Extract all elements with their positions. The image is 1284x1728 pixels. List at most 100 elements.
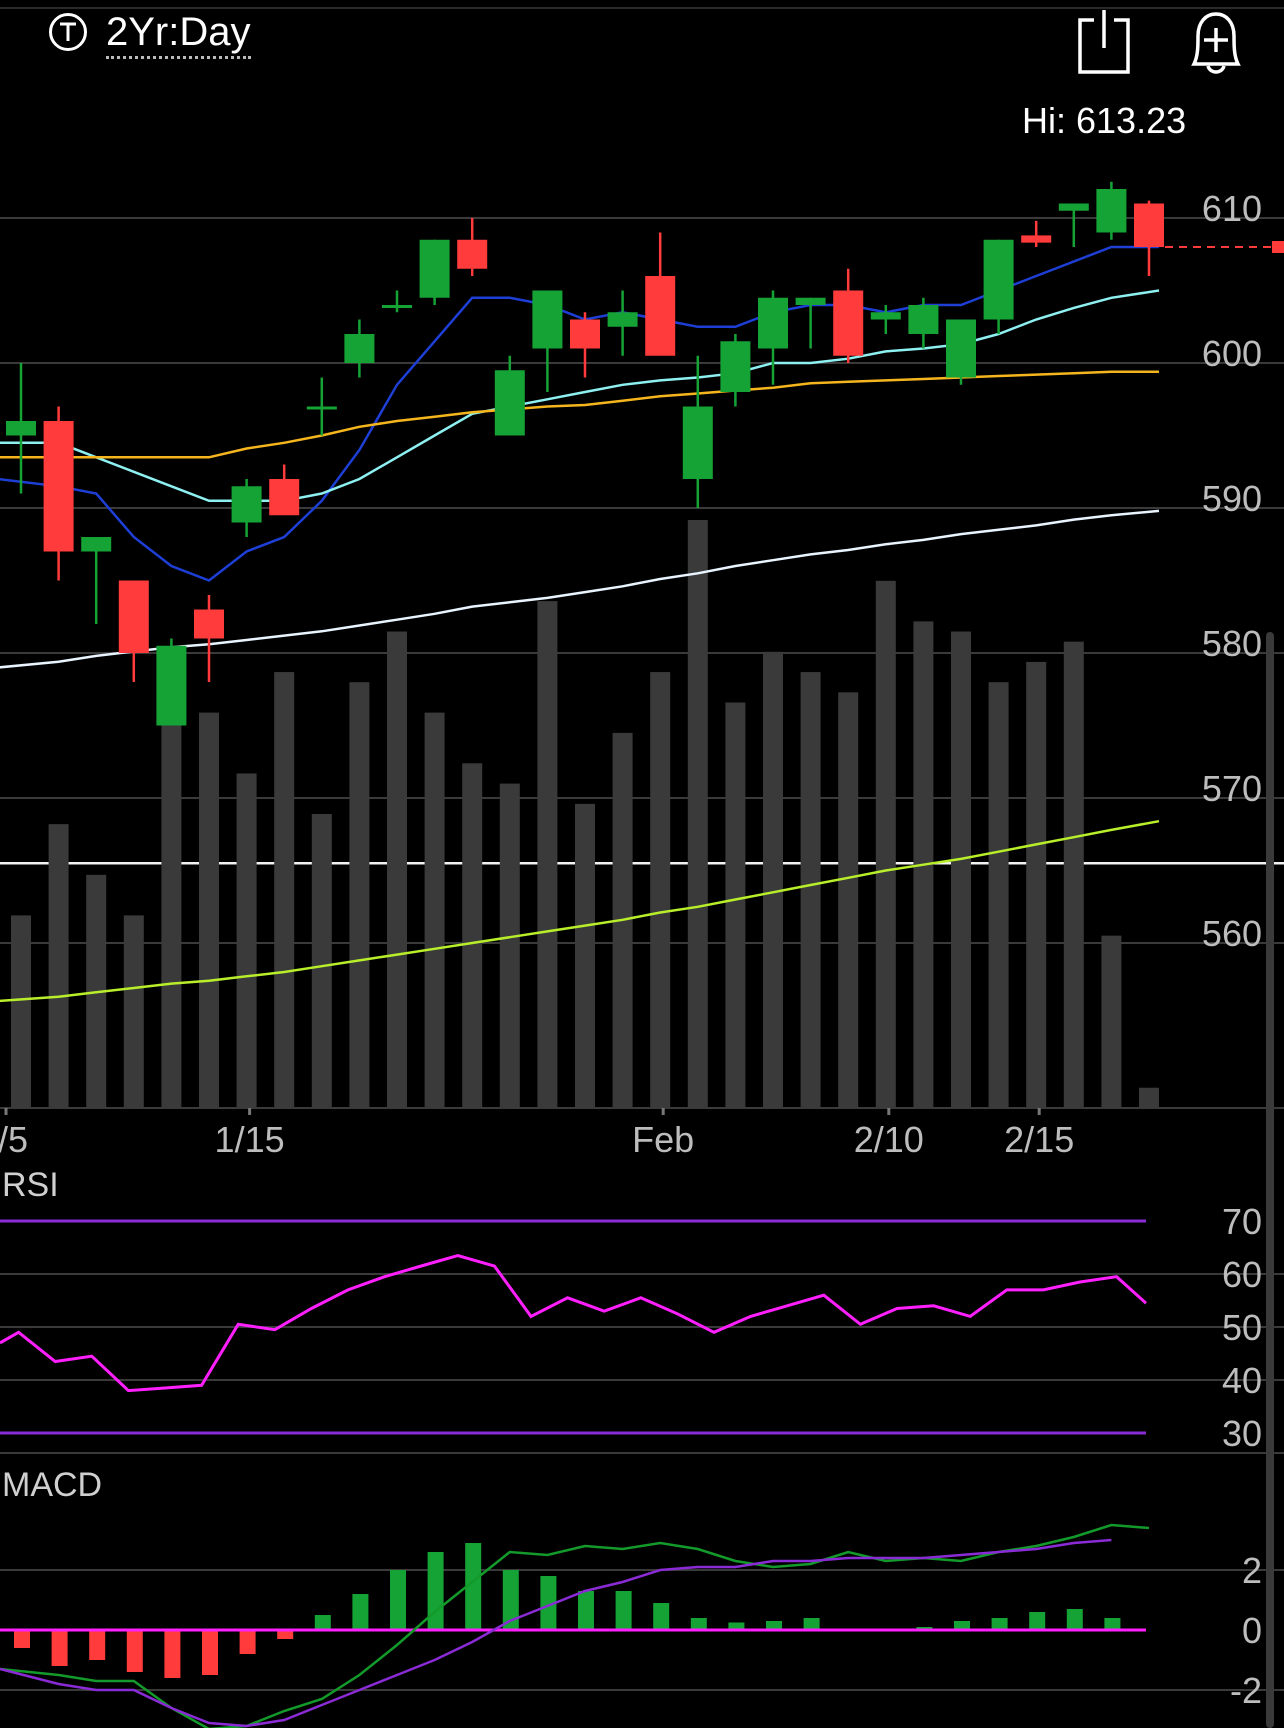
volume-bar — [537, 601, 558, 1108]
date-tick-label: 1/15 — [215, 1119, 285, 1160]
candle-body — [1021, 235, 1052, 243]
candle-body — [382, 305, 412, 308]
price-tick-label: 580 — [1202, 623, 1262, 664]
candle-body — [758, 297, 788, 349]
bell-plus-icon[interactable] — [1180, 6, 1252, 76]
candle-body — [532, 290, 563, 349]
candle-body — [645, 276, 676, 356]
volume-bar — [274, 672, 295, 1108]
candle-body — [6, 421, 36, 436]
candle-body — [494, 370, 525, 436]
date-tick-label: Feb — [632, 1119, 694, 1160]
candle-body — [607, 312, 638, 327]
volume-bar — [311, 814, 332, 1108]
macd-histogram-bar — [1066, 1609, 1083, 1630]
rsi-tick-label: 30 — [1222, 1413, 1262, 1454]
macd-tick-label: 0 — [1242, 1610, 1262, 1651]
volume-bar — [1101, 935, 1122, 1108]
price-tick-label: 610 — [1202, 188, 1262, 229]
macd-histogram-bar — [991, 1618, 1008, 1630]
volume-bar — [349, 682, 370, 1108]
rsi-panel: RSI 70 60 50 40 30 — [0, 1166, 1284, 1454]
macd-panel: MACD 2 0 -2 — [0, 1466, 1284, 1728]
macd-histogram-bar — [51, 1630, 68, 1666]
macd-histogram-bar — [427, 1552, 444, 1630]
volume-bar — [161, 712, 182, 1108]
volume-bar — [199, 712, 219, 1108]
candle-body — [194, 609, 224, 639]
volume-bars — [11, 520, 1159, 1108]
volume-bar — [387, 631, 407, 1108]
candle-body — [1058, 203, 1089, 211]
share-icon[interactable] — [1072, 6, 1136, 76]
macd-histogram-bar — [164, 1630, 181, 1678]
range-selector[interactable]: 2Yr:Day — [106, 10, 251, 59]
date-tick-label: /5 — [0, 1119, 28, 1160]
price-tick-label: 560 — [1202, 913, 1262, 954]
macd-histogram-bar — [239, 1630, 256, 1654]
macd-histogram-bar — [1029, 1612, 1046, 1630]
volume-bar — [236, 773, 257, 1108]
candle-body — [1134, 203, 1164, 247]
volume-bar — [424, 712, 445, 1108]
moving-average-line — [0, 370, 1159, 459]
volume-bar — [462, 763, 483, 1108]
candle-body — [269, 479, 300, 516]
macd-histogram-bar — [1104, 1618, 1121, 1630]
candlesticks — [6, 181, 1284, 726]
scrollbar[interactable] — [1266, 632, 1274, 1728]
volume-bar — [725, 702, 746, 1108]
macd-histogram-bar — [277, 1630, 294, 1639]
date-tick-label: 2/15 — [1004, 1119, 1074, 1160]
volume-bar — [575, 803, 595, 1108]
macd-histogram-bar — [615, 1591, 632, 1630]
macd-histogram-bar — [202, 1630, 218, 1675]
macd-tick-label: 2 — [1242, 1550, 1262, 1591]
candle-body — [946, 319, 976, 378]
candle-body — [795, 297, 826, 305]
candle-body — [156, 645, 187, 726]
macd-histogram-bar — [803, 1618, 820, 1630]
volume-bar — [48, 824, 69, 1108]
candle-body — [908, 305, 939, 334]
volume-bar — [1139, 1087, 1159, 1108]
volume-bar — [988, 682, 1009, 1108]
volume-bar — [1026, 661, 1047, 1108]
candle-body — [682, 406, 713, 479]
macd-histogram-bar — [89, 1630, 106, 1660]
volume-bar — [687, 520, 708, 1108]
macd-histogram-bar — [465, 1543, 482, 1630]
date-tick-label: 2/10 — [854, 1119, 924, 1160]
volume-bar — [951, 631, 971, 1108]
volume-bar — [800, 672, 821, 1108]
macd-histogram-bar — [766, 1621, 782, 1630]
price-tick-label: 600 — [1202, 333, 1262, 374]
rsi-tick-label: 60 — [1222, 1254, 1262, 1295]
macd-series-line — [0, 1538, 1112, 1728]
top-bar: 2Yr:Day Hi: 613.23 — [0, 0, 1284, 141]
volume-bar — [763, 651, 783, 1108]
moving-average-line — [0, 509, 1160, 669]
candle-body — [983, 239, 1014, 320]
circle-t-icon[interactable] — [48, 12, 88, 52]
volume-bar — [499, 783, 520, 1108]
candle-body — [870, 312, 901, 320]
macd-histogram-bar — [954, 1621, 970, 1630]
volume-bar — [838, 692, 859, 1108]
rsi-tick-label: 40 — [1222, 1360, 1262, 1401]
price-tick-label: 590 — [1202, 478, 1262, 519]
candle-body — [457, 239, 488, 269]
candle-body — [118, 580, 149, 653]
macd-histogram-bar — [314, 1615, 331, 1630]
volume-bar — [123, 915, 144, 1108]
high-price-label: Hi: 613.23 — [1022, 100, 1187, 141]
candle-body — [833, 290, 864, 356]
rsi-tick-label: 70 — [1222, 1201, 1262, 1242]
macd-histogram-bar — [653, 1603, 670, 1630]
top-divider — [0, 7, 1284, 9]
price-axis-labels: 610 600 590 580 570 560 — [1202, 188, 1262, 954]
macd-histogram-bar — [502, 1570, 519, 1630]
date-axis-labels: /5 1/15 Feb 2/10 2/15 — [0, 1108, 1074, 1160]
candle-body — [231, 486, 262, 523]
